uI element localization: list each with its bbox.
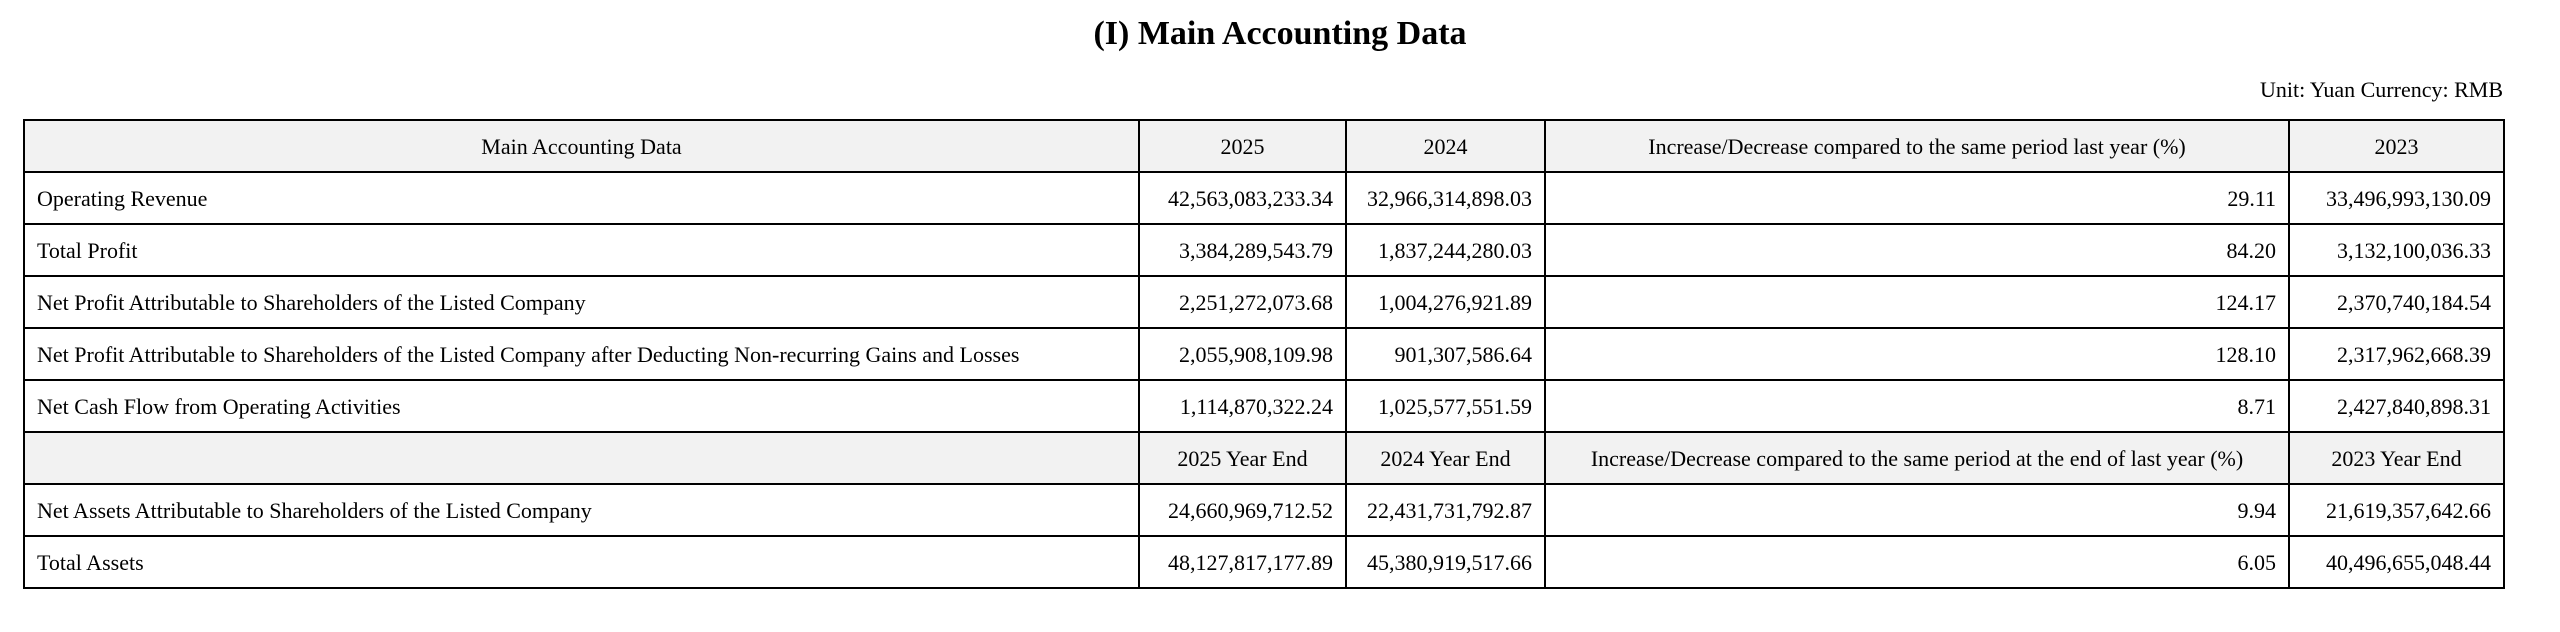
table-row-total-assets: Total Assets 48,127,817,177.89 45,380,91…: [23, 535, 2505, 590]
value-2025: 24,660,969,712.52: [1138, 483, 1347, 538]
row-label: Total Assets: [23, 535, 1140, 590]
column-header-main: Main Accounting Data: [23, 119, 1140, 174]
row-label: Total Profit: [23, 223, 1140, 278]
value-change: 124.17: [1544, 275, 2290, 330]
value-change: 8.71: [1544, 379, 2290, 434]
row-label: Net Cash Flow from Operating Activities: [23, 379, 1140, 434]
page-title: (I) Main Accounting Data: [1093, 15, 1467, 52]
value-2025: 3,384,289,543.79: [1138, 223, 1347, 278]
column-header-2025: 2025: [1138, 119, 1347, 174]
value-change: 128.10: [1544, 327, 2290, 382]
table-row-net-profit-after-deducting: Net Profit Attributable to Shareholders …: [23, 327, 2505, 382]
value-change: 6.05: [1544, 535, 2290, 590]
value-2024: 1,025,577,551.59: [1345, 379, 1546, 434]
table-row-total-profit: Total Profit 3,384,289,543.79 1,837,244,…: [23, 223, 2505, 278]
value-2024: 901,307,586.64: [1345, 327, 1546, 382]
value-change: 29.11: [1544, 171, 2290, 226]
value-2025: 48,127,817,177.89: [1138, 535, 1347, 590]
value-2023: 3,132,100,036.33: [2288, 223, 2505, 278]
document-page: (I) Main Accounting Data Unit: Yuan Curr…: [0, 14, 2560, 632]
value-change: 84.20: [1544, 223, 2290, 278]
value-2025: 1,114,870,322.24: [1138, 379, 1347, 434]
value-2025: 42,563,083,233.34: [1138, 171, 1347, 226]
column-header-2024: 2024: [1345, 119, 1546, 174]
table-row-operating-revenue: Operating Revenue 42,563,083,233.34 32,9…: [23, 171, 2505, 226]
row-label: Net Profit Attributable to Shareholders …: [23, 327, 1140, 382]
value-2024: 32,966,314,898.03: [1345, 171, 1546, 226]
value-2024: 22,431,731,792.87: [1345, 483, 1546, 538]
value-2023: 2,370,740,184.54: [2288, 275, 2505, 330]
table-header-row-yearend: 2025 Year End 2024 Year End Increase/Dec…: [23, 431, 2505, 486]
value-2024: 1,004,276,921.89: [1345, 275, 1546, 330]
table-row-net-assets: Net Assets Attributable to Shareholders …: [23, 483, 2505, 538]
accounting-table: Main Accounting Data 2025 2024 Increase/…: [23, 119, 2505, 590]
value-2023: 21,619,357,642.66: [2288, 483, 2505, 538]
unit-note: Unit: Yuan Currency: RMB: [2260, 76, 2503, 102]
value-2023: 2,427,840,898.31: [2288, 379, 2505, 434]
value-2024: 45,380,919,517.66: [1345, 535, 1546, 590]
row-label: Net Assets Attributable to Shareholders …: [23, 483, 1140, 538]
value-2023: 40,496,655,048.44: [2288, 535, 2505, 590]
column-header-2024-yearend: 2024 Year End: [1345, 431, 1546, 486]
value-change: 9.94: [1544, 483, 2290, 538]
value-2023: 33,496,993,130.09: [2288, 171, 2505, 226]
row-label: Operating Revenue: [23, 171, 1140, 226]
row-label: Net Profit Attributable to Shareholders …: [23, 275, 1140, 330]
column-header-2023-yearend: 2023 Year End: [2288, 431, 2505, 486]
table-row-net-cash-flow: Net Cash Flow from Operating Activities …: [23, 379, 2505, 434]
value-2025: 2,055,908,109.98: [1138, 327, 1347, 382]
table-row-net-profit: Net Profit Attributable to Shareholders …: [23, 275, 2505, 330]
column-header-change: Increase/Decrease compared to the same p…: [1544, 119, 2290, 174]
value-2025: 2,251,272,073.68: [1138, 275, 1347, 330]
column-header-2025-yearend: 2025 Year End: [1138, 431, 1347, 486]
value-2023: 2,317,962,668.39: [2288, 327, 2505, 382]
column-header-change-yearend: Increase/Decrease compared to the same p…: [1544, 431, 2290, 486]
column-header-2023: 2023: [2288, 119, 2505, 174]
value-2024: 1,837,244,280.03: [1345, 223, 1546, 278]
table-header-row-period: Main Accounting Data 2025 2024 Increase/…: [23, 119, 2505, 174]
column-header-empty: [23, 431, 1140, 486]
